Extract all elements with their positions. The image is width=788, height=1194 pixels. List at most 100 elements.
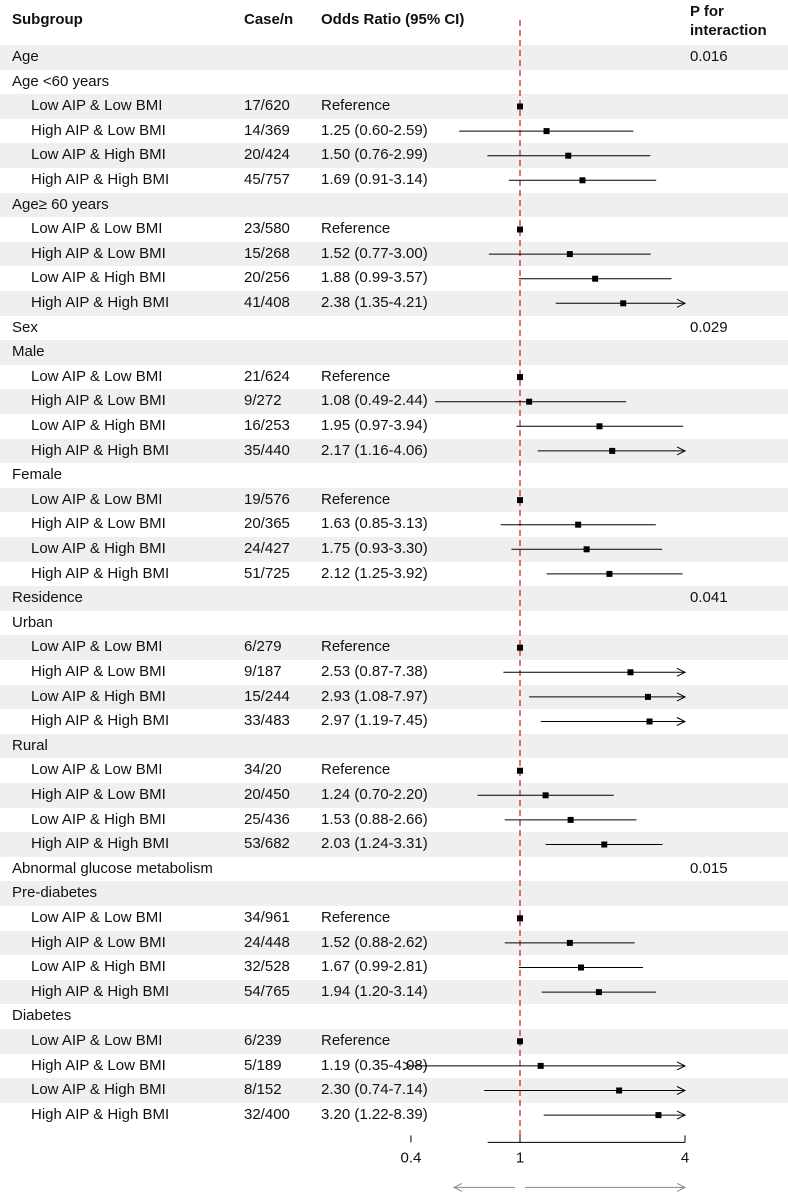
- row-label: High AIP & High BMI: [31, 835, 170, 853]
- table-row: Low AIP & High BMI 20/256 1.88 (0.99-3.57): [0, 266, 788, 291]
- x-tick-label: 4: [681, 1149, 689, 1166]
- row-label: Low AIP & High BMI: [31, 958, 166, 976]
- case-n-value: 16/253: [244, 417, 290, 434]
- odds-ratio-value: 1.08 (0.49-2.44): [321, 392, 428, 410]
- table-row: High AIP & High BMI 53/682 2.03 (1.24-3.31…: [0, 832, 788, 857]
- table-row: High AIP & High BMI 33/483 2.97 (1.19-7.45…: [0, 709, 788, 734]
- odds-ratio-value: 1.67 (0.99-2.81): [321, 958, 428, 976]
- odds-ratio-value: 1.25 (0.60-2.59): [321, 121, 428, 139]
- table-row: Low AIP & Low BMI 23/580 Reference: [0, 217, 788, 242]
- point-estimate: [644, 693, 651, 700]
- table-row: High AIP & High BMI 32/400 3.20 (1.22-8.39…: [0, 1103, 788, 1128]
- case-n-value: 14/369: [244, 121, 290, 139]
- row-label: High AIP & Low BMI: [31, 392, 166, 410]
- table-row: High AIP & Low BMI 5/189 1.19 (0.35-4.08): [0, 1054, 788, 1079]
- row-label: Low AIP & Low BMI: [31, 1032, 163, 1049]
- group-header-row: Sex 0.029: [0, 316, 788, 341]
- row-label: Low AIP & High BMI: [31, 146, 166, 164]
- odds-ratio-value: Reference: [321, 1032, 391, 1049]
- case-n-value: 9/187: [244, 663, 282, 680]
- row-label: Low AIP & Low BMI: [31, 220, 163, 238]
- odds-ratio-value: 1.19 (0.35-4.08): [321, 1056, 428, 1074]
- case-n-value: 9/272: [244, 392, 282, 410]
- odds-ratio-value: 2.30 (0.74-7.14): [321, 1081, 428, 1099]
- odds-ratio-value: 1.88 (0.99-3.57): [321, 269, 428, 287]
- odds-ratio-value: 1.75 (0.93-3.30): [321, 540, 428, 557]
- x-tick-label: 1: [516, 1149, 524, 1166]
- odds-ratio-value: Reference: [321, 220, 391, 238]
- odds-ratio-value: 3.20 (1.22-8.39): [321, 1105, 428, 1123]
- case-n-value: 6/279: [244, 638, 282, 656]
- category-row: Female: [0, 463, 788, 488]
- category-row: Rural: [0, 733, 788, 759]
- row-label: Low AIP & Low BMI: [31, 490, 163, 508]
- category-row: Diabetes: [0, 1004, 788, 1029]
- case-n-value: 15/268: [244, 244, 290, 262]
- case-n-value: 53/682: [244, 835, 290, 853]
- odds-ratio-value: Reference: [321, 97, 391, 115]
- odds-ratio-value: 1.69 (0.91-3.14): [321, 171, 428, 188]
- odds-ratio-value: 2.97 (1.19-7.45): [321, 712, 428, 730]
- header-p-interaction: P for interaction: [690, 2, 767, 40]
- case-n-value: 20/256: [244, 269, 290, 287]
- point-estimate: [517, 644, 523, 651]
- point-estimate: [655, 1112, 662, 1119]
- point-estimate: [517, 1038, 523, 1045]
- row-label: High AIP & Low BMI: [31, 933, 166, 951]
- row-label: Low AIP & Low BMI: [31, 97, 163, 115]
- table-row: Low AIP & High BMI 16/253 1.95 (0.97-3.94): [0, 414, 788, 439]
- odds-ratio-value: Reference: [321, 638, 391, 656]
- table-row: High AIP & Low BMI 20/365 1.63 (0.85-3.13): [0, 512, 788, 537]
- case-n-value: 15/244: [244, 687, 290, 705]
- table-row: Low AIP & Low BMI 17/620 Reference: [0, 94, 788, 119]
- point-estimate: [627, 669, 634, 676]
- row-label: High AIP & High BMI: [31, 564, 170, 582]
- point-estimate: [517, 226, 523, 233]
- row-label: Low AIP & High BMI: [31, 1081, 166, 1099]
- case-n-value: 35/440: [244, 441, 290, 459]
- point-estimate: [517, 374, 523, 381]
- row-label: High AIP & High BMI: [31, 171, 170, 188]
- category-row: Age <60 years: [0, 70, 788, 95]
- point-estimate: [595, 989, 602, 996]
- row-label: Low AIP & High BMI: [31, 540, 166, 557]
- table-row: High AIP & Low BMI 9/272 1.08 (0.49-2.44): [0, 389, 788, 414]
- odds-ratio-value: 1.52 (0.77-3.00): [321, 244, 428, 262]
- row-label: High AIP & Low BMI: [31, 244, 166, 262]
- p-interaction-value: 0.016: [690, 48, 728, 65]
- table-row: Low AIP & High BMI 32/528 1.67 (0.99-2.81): [0, 955, 788, 980]
- point-estimate: [616, 1087, 623, 1094]
- case-n-value: 34/20: [244, 761, 282, 779]
- row-label: High AIP & High BMI: [31, 1105, 170, 1123]
- p-interaction-value: 0.015: [690, 859, 728, 877]
- case-n-value: 5/189: [244, 1056, 282, 1074]
- point-estimate: [583, 546, 590, 553]
- row-label: Low AIP & High BMI: [31, 417, 166, 434]
- row-label: Abnormal glucose metabolism: [12, 859, 213, 877]
- table-row: High AIP & High BMI 41/408 2.38 (1.35-4.21…: [0, 291, 788, 316]
- row-label: Low AIP & Low BMI: [31, 367, 163, 385]
- odds-ratio-value: 1.53 (0.88-2.66): [321, 810, 428, 828]
- row-label: Urban: [12, 613, 53, 631]
- x-tick-label: 0.4: [401, 1149, 422, 1166]
- table-row: High AIP & Low BMI 14/369 1.25 (0.60-2.59): [0, 119, 788, 144]
- table-row: Low AIP & Low BMI 34/961 Reference: [0, 906, 788, 931]
- category-row: Urban: [0, 611, 788, 636]
- row-label: Diabetes: [12, 1007, 72, 1025]
- table-row: Low AIP & Low BMI 34/20 Reference: [0, 758, 788, 783]
- table-row: High AIP & Low BMI 9/187 2.53 (0.87-7.38): [0, 660, 788, 685]
- odds-ratio-value: 1.63 (0.85-3.13): [321, 515, 428, 533]
- point-estimate: [578, 964, 585, 971]
- group-header-row: Residence 0.041: [0, 586, 788, 611]
- case-n-value: 6/239: [244, 1032, 282, 1049]
- row-label: Pre-diabetes: [12, 884, 98, 902]
- point-estimate: [567, 816, 574, 823]
- table-row: High AIP & High BMI 51/725 2.12 (1.25-3.92…: [0, 562, 788, 587]
- row-label: Low AIP & High BMI: [31, 687, 166, 705]
- category-row: Male: [0, 340, 788, 365]
- point-estimate: [575, 521, 582, 528]
- row-label: Low AIP & Low BMI: [31, 638, 163, 656]
- point-estimate: [592, 275, 599, 282]
- case-n-value: 24/427: [244, 540, 290, 557]
- table-row: Low AIP & Low BMI 6/279 Reference: [0, 635, 788, 660]
